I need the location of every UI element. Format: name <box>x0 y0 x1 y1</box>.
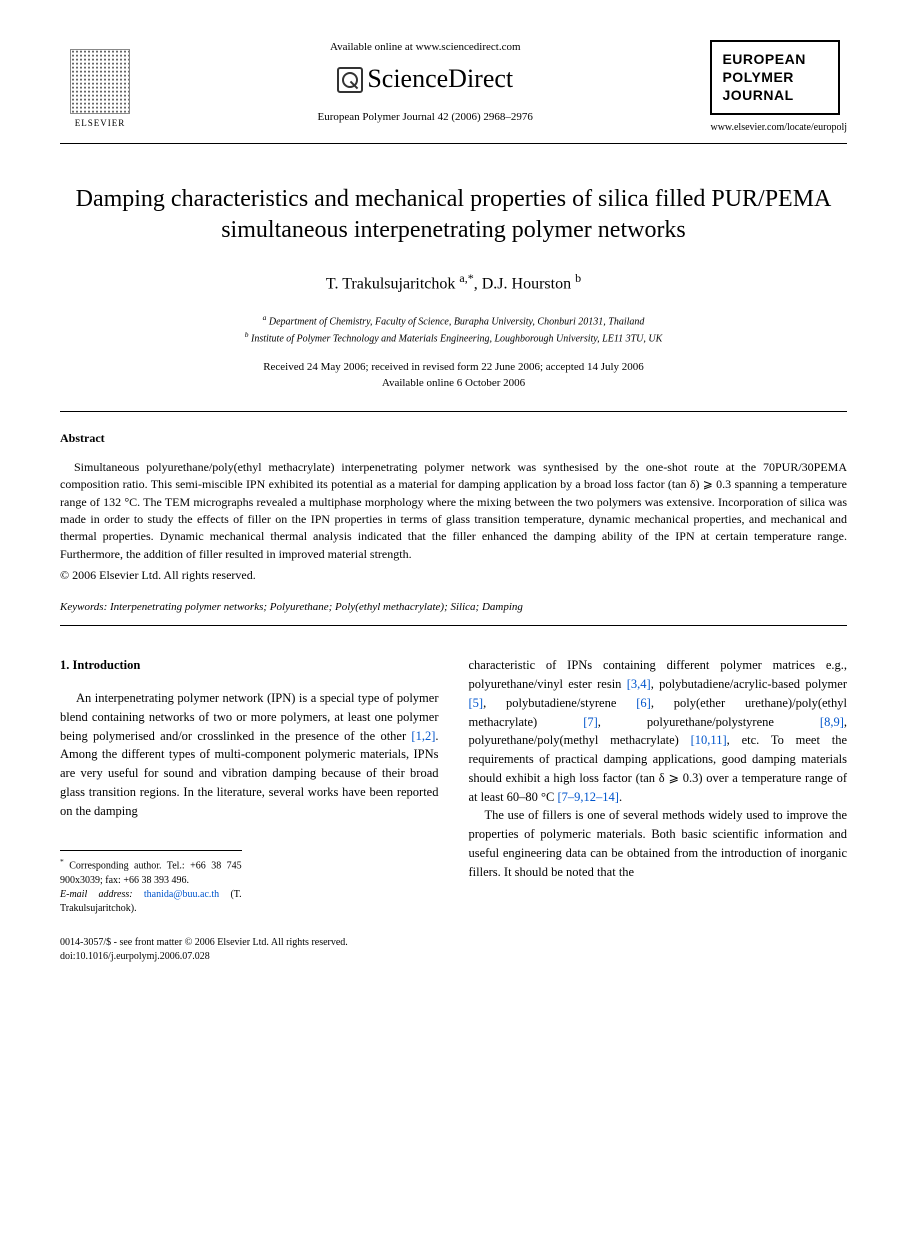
available-online-text: Available online at www.sciencedirect.co… <box>160 40 690 55</box>
col2-text-3: , polybutadiene/styrene <box>483 696 636 710</box>
affiliations: a Department of Chemistry, Faculty of Sc… <box>60 312 847 347</box>
elsevier-logo: ELSEVIER <box>60 40 140 130</box>
affiliation-a: a Department of Chemistry, Faculty of Sc… <box>60 312 847 329</box>
ref-link-5[interactable]: [5] <box>469 696 484 710</box>
affiliation-b-text: Institute of Polymer Technology and Mate… <box>251 333 662 344</box>
corresponding-text: Corresponding author. Tel.: +66 38 745 9… <box>60 861 242 886</box>
dates-received: Received 24 May 2006; received in revise… <box>60 360 847 375</box>
col2-para-2: The use of fillers is one of several met… <box>469 806 848 881</box>
ref-link-8-9[interactable]: [8,9] <box>820 715 844 729</box>
journal-url: www.elsevier.com/locate/europolj <box>710 121 847 135</box>
ref-link-7-9-12-14[interactable]: [7–9,12–14] <box>558 790 619 804</box>
elsevier-tree-icon <box>70 49 130 114</box>
journal-box-line2: POLYMER <box>722 68 828 86</box>
header-divider <box>60 143 847 144</box>
issn-line: 0014-3057/$ - see front matter © 2006 El… <box>60 936 439 950</box>
paper-title: Damping characteristics and mechanical p… <box>60 184 847 246</box>
keywords-line: Keywords: Interpenetrating polymer netwo… <box>60 600 847 615</box>
abstract-text: Simultaneous polyurethane/poly(ethyl met… <box>60 459 847 563</box>
column-left: 1. Introduction An interpenetrating poly… <box>60 656 439 963</box>
abstract-heading: Abstract <box>60 430 847 447</box>
body-columns: 1. Introduction An interpenetrating poly… <box>60 656 847 963</box>
ref-link-1-2[interactable]: [1,2] <box>411 729 435 743</box>
ref-link-10-11[interactable]: [10,11] <box>691 733 727 747</box>
corresponding-author: * Corresponding author. Tel.: +66 38 745… <box>60 857 242 887</box>
intro-text-1: An interpenetrating polymer network (IPN… <box>60 691 439 743</box>
intro-para-1: An interpenetrating polymer network (IPN… <box>60 689 439 820</box>
journal-box-wrapper: EUROPEAN POLYMER JOURNAL www.elsevier.co… <box>710 40 847 135</box>
journal-box-line1: EUROPEAN <box>722 50 828 68</box>
column-right: characteristic of IPNs containing differ… <box>469 656 848 963</box>
author-2: , D.J. Hourston <box>474 275 575 292</box>
email-line: E-mail address: thanida@buu.ac.th (T. Tr… <box>60 888 242 916</box>
col2-text-8: . <box>619 790 622 804</box>
section-1-heading: 1. Introduction <box>60 656 439 675</box>
keywords-label: Keywords: <box>60 601 107 613</box>
author-1-sup: a,* <box>459 271 473 285</box>
ref-link-3-4[interactable]: [3,4] <box>627 677 651 691</box>
sciencedirect-icon <box>337 67 363 93</box>
author-2-sup: b <box>575 271 581 285</box>
header-row: ELSEVIER Available online at www.science… <box>60 40 847 135</box>
article-dates: Received 24 May 2006; received in revise… <box>60 360 847 391</box>
author-1: T. Trakulsujaritchok <box>326 275 459 292</box>
col2-para-1: characteristic of IPNs containing differ… <box>469 656 848 806</box>
abstract-divider-bottom <box>60 625 847 626</box>
journal-reference: European Polymer Journal 42 (2006) 2968–… <box>160 110 690 125</box>
footer-meta: 0014-3057/$ - see front matter © 2006 El… <box>60 936 439 964</box>
sciencedirect-text: ScienceDirect <box>367 61 513 97</box>
abstract-copyright: © 2006 Elsevier Ltd. All rights reserved… <box>60 567 847 584</box>
journal-box-line3: JOURNAL <box>722 86 828 104</box>
col2-text-5: , polyurethane/polystyrene <box>598 715 820 729</box>
affiliation-b: b Institute of Polymer Technology and Ma… <box>60 329 847 346</box>
col2-text-2: , polybutadiene/acrylic-based polymer <box>651 677 847 691</box>
email-label: E-mail address: <box>60 889 133 900</box>
authors-line: T. Trakulsujaritchok a,*, D.J. Hourston … <box>60 270 847 296</box>
publisher-name: ELSEVIER <box>75 117 126 130</box>
ref-link-7[interactable]: [7] <box>583 715 598 729</box>
dates-available: Available online 6 October 2006 <box>60 376 847 391</box>
ref-link-6[interactable]: [6] <box>636 696 651 710</box>
journal-title-box: EUROPEAN POLYMER JOURNAL <box>710 40 840 115</box>
email-link[interactable]: thanida@buu.ac.th <box>144 889 219 900</box>
affiliation-a-text: Department of Chemistry, Faculty of Scie… <box>269 316 645 327</box>
doi-line: doi:10.1016/j.eurpolymj.2006.07.028 <box>60 950 439 964</box>
keywords-text: Interpenetrating polymer networks; Polyu… <box>107 601 523 613</box>
sciencedirect-logo: ScienceDirect <box>160 61 690 97</box>
center-header: Available online at www.sciencedirect.co… <box>140 40 710 125</box>
abstract-divider-top <box>60 411 847 412</box>
footnotes: * Corresponding author. Tel.: +66 38 745… <box>60 850 242 915</box>
